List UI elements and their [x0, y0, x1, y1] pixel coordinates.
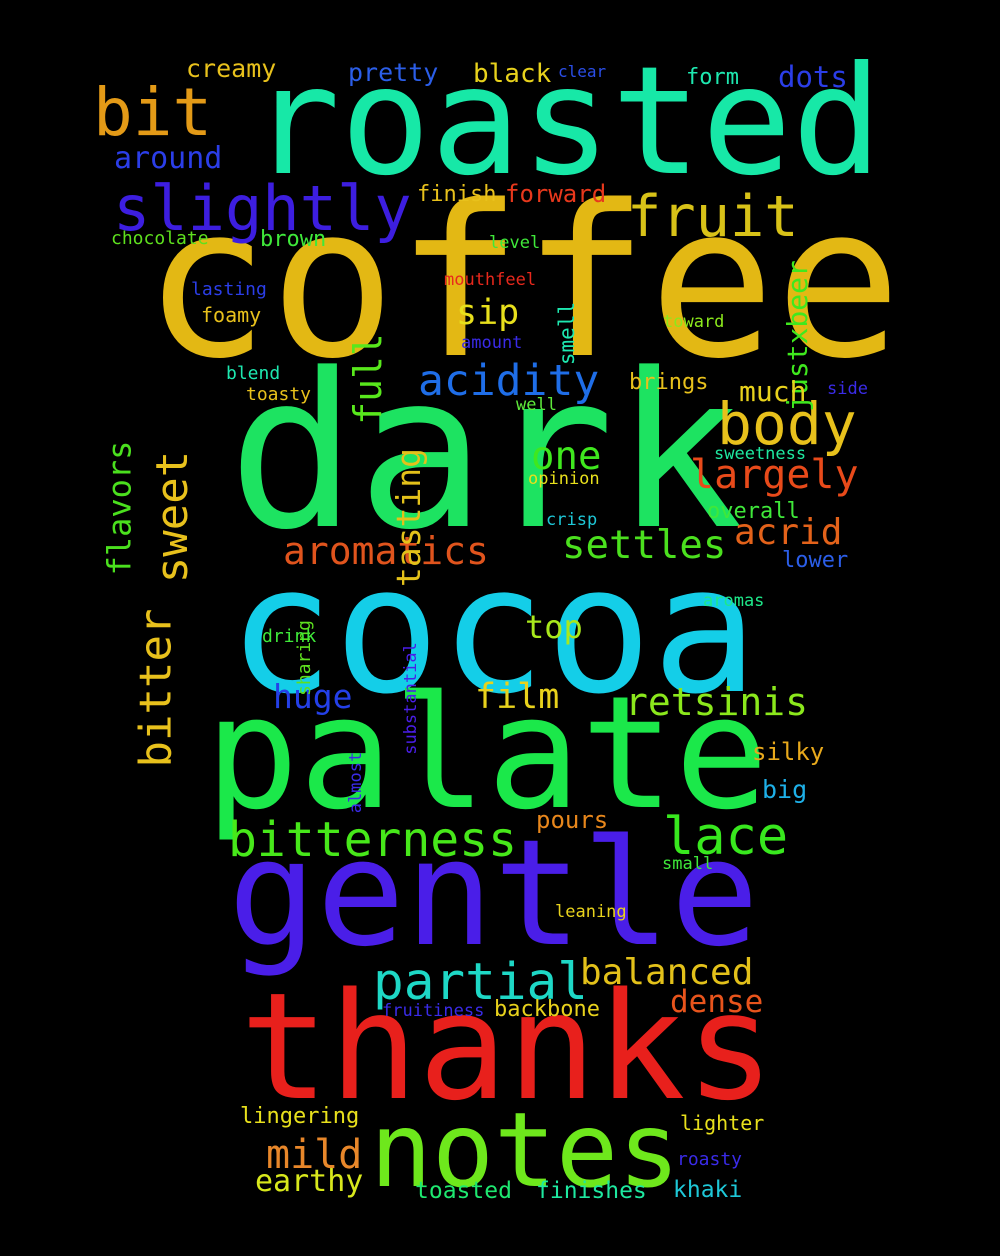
- word-largely: largely: [690, 452, 859, 498]
- word-flavors: flavors: [99, 440, 138, 575]
- word-forward: forward: [505, 180, 607, 208]
- word-coffee: coffee: [143, 160, 902, 405]
- word-full: full: [345, 333, 390, 425]
- word-film: film: [475, 677, 560, 717]
- word-gentle: gentle: [228, 808, 760, 979]
- word-notes: notes: [370, 1091, 681, 1211]
- word-toward: toward: [663, 312, 725, 332]
- word-well: well: [516, 395, 557, 415]
- word-khaki: khaki: [673, 1177, 743, 1203]
- word-small: small: [662, 854, 714, 874]
- word-substantial: substantial: [400, 642, 421, 755]
- word-level: level: [489, 233, 541, 253]
- word-tasting: tasting: [389, 447, 429, 588]
- word-fruit: fruit: [627, 184, 799, 250]
- word-side: side: [827, 379, 868, 399]
- word-mouthfeel: mouthfeel: [444, 270, 537, 290]
- word-crisp: crisp: [546, 510, 598, 530]
- word-cocoa: cocoa: [228, 528, 758, 733]
- word-backbone: backbone: [494, 997, 600, 1022]
- word-black: black: [473, 59, 552, 89]
- word-silky: silky: [752, 738, 825, 766]
- word-mild: mild: [266, 1132, 363, 1178]
- word-thanks: thanks: [240, 961, 775, 1133]
- word-balanced: balanced: [580, 952, 754, 993]
- word-smell: smell: [555, 301, 580, 366]
- word-lighter: lighter: [680, 1111, 765, 1135]
- word-huge: huge: [273, 677, 353, 716]
- word-palate: palate: [205, 662, 769, 844]
- word-partial: partial: [373, 953, 588, 1012]
- word-leaning: leaning: [555, 902, 627, 922]
- word-pours: pours: [536, 806, 609, 834]
- word-drink: drink: [262, 626, 317, 647]
- word-almost: almost: [346, 751, 367, 814]
- word-sip: sip: [456, 293, 520, 333]
- word-toasted: toasted: [415, 1178, 512, 1204]
- word-opinion: opinion: [528, 469, 600, 489]
- word-dark: dark: [228, 328, 744, 577]
- word-retsinis: retsinis: [625, 680, 809, 724]
- word-overall: overall: [707, 499, 800, 524]
- word-earthy: earthy: [255, 1164, 364, 1199]
- word-sweetness: sweetness: [714, 444, 807, 464]
- word-lasting: lasting: [191, 279, 267, 300]
- word-around: around: [114, 141, 223, 176]
- word-roasted: roasted: [250, 35, 883, 209]
- word-one: one: [531, 434, 602, 479]
- word-sweet: sweet: [147, 450, 199, 584]
- word-brings: brings: [629, 370, 709, 395]
- word-fruitiness: fruitiness: [382, 1001, 485, 1021]
- word-finishes: finishes: [536, 1178, 647, 1204]
- word-body: body: [717, 390, 857, 458]
- word-acrid: acrid: [734, 512, 843, 553]
- word-creamy: creamy: [186, 54, 277, 83]
- word-top: top: [525, 608, 583, 646]
- word-blend: blend: [226, 363, 281, 384]
- word-bitter: bitter: [129, 608, 181, 767]
- word-lower: lower: [782, 548, 849, 573]
- word-amount: amount: [461, 333, 523, 353]
- word-brown: brown: [260, 227, 327, 252]
- word-lace: lace: [663, 807, 789, 867]
- word-slightly: slightly: [113, 172, 412, 245]
- word-aromatics: aromatics: [283, 529, 489, 573]
- word-dots: dots: [778, 60, 848, 94]
- word-lingering: lingering: [240, 1104, 360, 1129]
- word-foamy: foamy: [201, 303, 262, 327]
- word-pretty: pretty: [348, 58, 439, 87]
- word-acidity: acidity: [418, 356, 600, 406]
- word-clear: clear: [558, 62, 607, 81]
- word-aromas: aromas: [703, 591, 765, 611]
- word-big: big: [762, 775, 808, 804]
- word-settles: settles: [562, 523, 727, 568]
- word-toasty: toasty: [246, 384, 312, 405]
- word-bit: bit: [93, 74, 213, 151]
- word-much: much: [739, 375, 807, 408]
- word-bitterness: bitterness: [228, 812, 517, 868]
- word-chocolate: chocolate: [111, 228, 209, 249]
- word-finish: finish: [417, 182, 497, 207]
- word-dense: dense: [670, 984, 764, 1020]
- word-form: form: [686, 65, 739, 90]
- word-roasty: roasty: [677, 1149, 743, 1170]
